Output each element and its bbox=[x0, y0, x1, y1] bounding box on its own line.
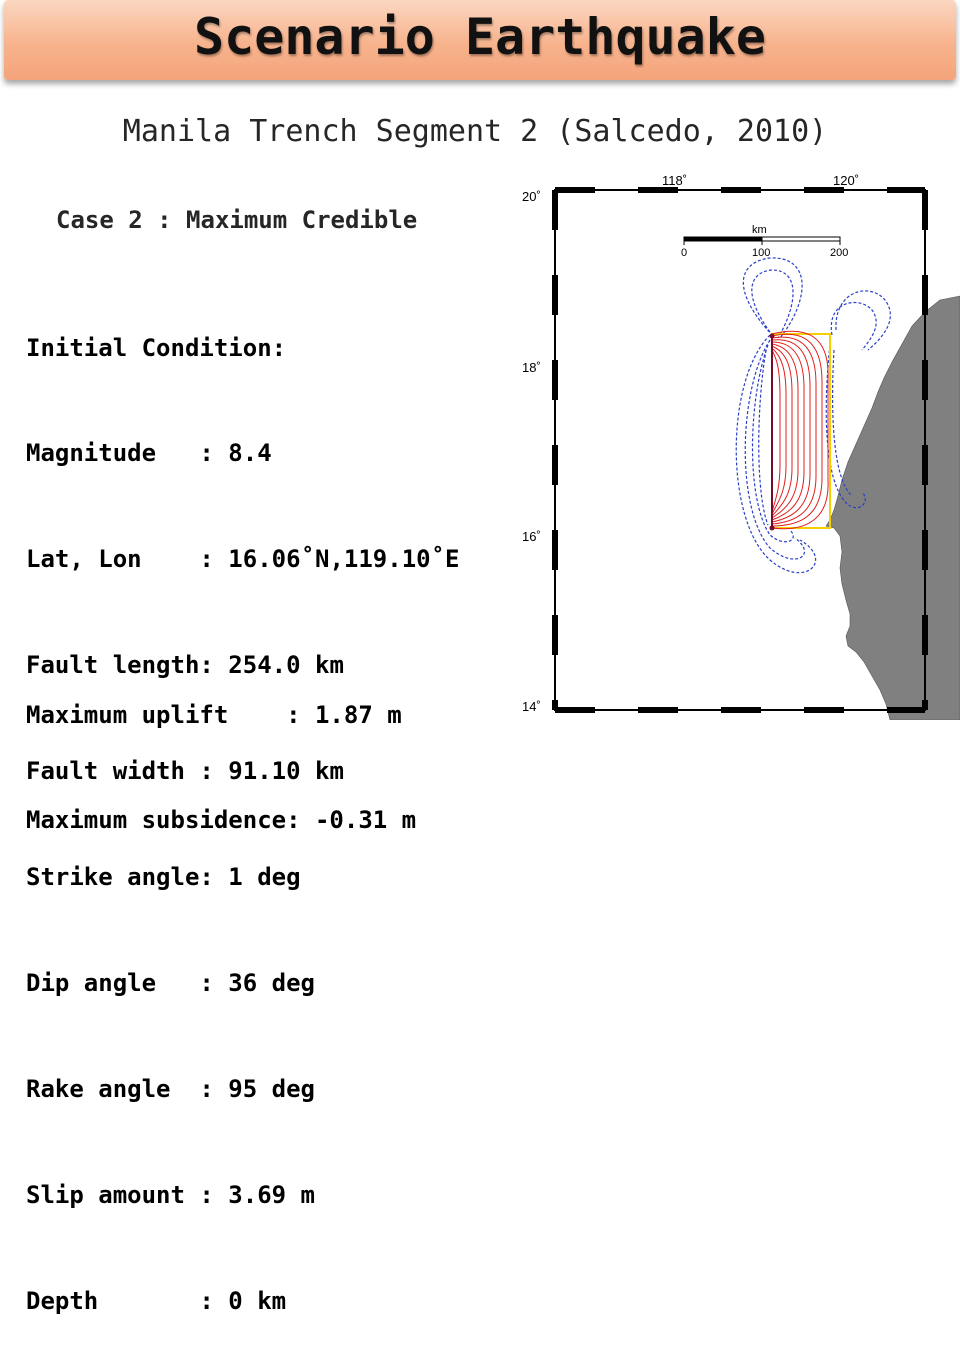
subsidence-contours-east bbox=[825, 290, 891, 509]
land-mass bbox=[825, 295, 960, 720]
uplift-contours bbox=[771, 330, 829, 530]
lon-label: 118˚ bbox=[662, 173, 687, 188]
parameter-row: Rake angle : 95 deg bbox=[26, 1074, 315, 1103]
lat-label: 20˚ bbox=[522, 189, 541, 204]
parameter-row: Magnitude : 8.4 bbox=[26, 439, 272, 468]
scale-tick: 200 bbox=[830, 247, 848, 259]
scale-bar: km 0 100 200 bbox=[681, 224, 848, 259]
parameter-row: Depth : 0 km bbox=[26, 1286, 287, 1315]
deformation-map: 118˚ 120˚ 20˚ 18˚ 16˚ 14˚ km 0 100 200 bbox=[522, 173, 960, 720]
subtitle: Manila Trench Segment 2 (Salcedo, 2010) bbox=[122, 114, 828, 149]
scale-tick: 0 bbox=[681, 247, 687, 259]
subsidence-contours bbox=[735, 257, 817, 574]
result-row: Maximum uplift : 1.87 m bbox=[26, 701, 402, 729]
scale-unit: km bbox=[752, 224, 767, 236]
lat-label: 18˚ bbox=[522, 360, 541, 375]
title-banner bbox=[4, 0, 956, 80]
parameter-row: Slip amount : 3.69 m bbox=[26, 1180, 315, 1209]
parameter-row: Initial Condition: bbox=[26, 333, 287, 362]
page-title: Scenario Earthquake bbox=[194, 8, 766, 66]
parameter-row: Fault length: 254.0 km bbox=[26, 651, 344, 680]
result-list: Maximum uplift : 1.87 m Maximum subsiden… bbox=[26, 628, 416, 873]
lat-label: 16˚ bbox=[522, 529, 541, 544]
lon-label: 120˚ bbox=[833, 173, 859, 188]
scale-tick: 100 bbox=[752, 247, 770, 259]
result-row: Maximum subsidence: -0.31 m bbox=[26, 806, 417, 834]
map-frame bbox=[552, 187, 928, 713]
lat-label: 14˚ bbox=[522, 699, 541, 714]
parameter-row: Lat, Lon : 16.06˚N,119.10˚E bbox=[26, 545, 460, 574]
fault-corner-marker bbox=[769, 333, 775, 339]
case-title: Case 2 : Maximum Credible bbox=[56, 206, 418, 234]
parameter-row: Dip angle : 36 deg bbox=[26, 968, 315, 997]
fault-corner-marker bbox=[769, 525, 775, 531]
